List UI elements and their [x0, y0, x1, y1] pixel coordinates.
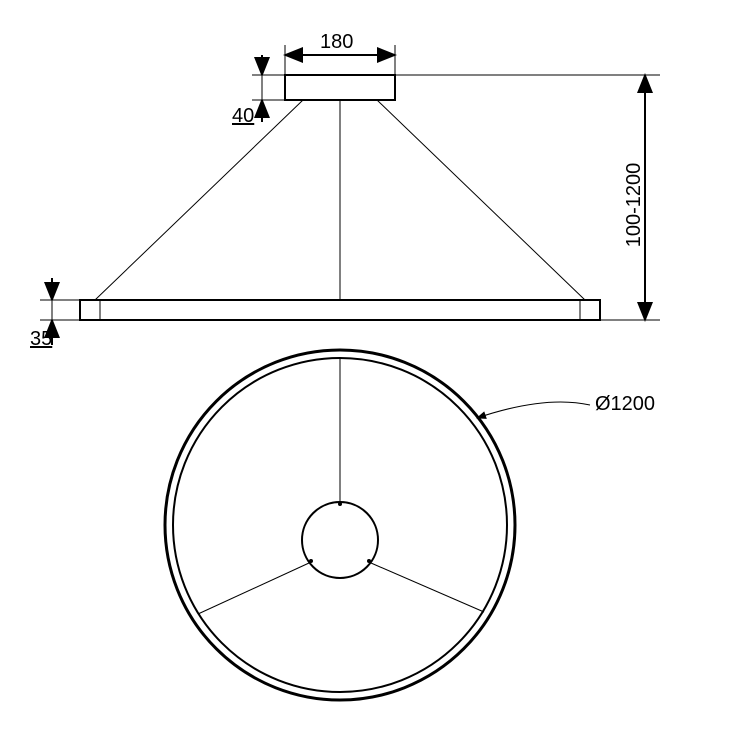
- plan-view: Ø1200: [165, 350, 655, 700]
- wire-left: [95, 100, 303, 300]
- front-elevation: 180 40 35 100-1200: [30, 31, 660, 350]
- dim-label-height: 100-1200: [623, 163, 645, 248]
- dim-overall-height: 100-1200: [395, 75, 660, 320]
- wire-right: [377, 100, 585, 300]
- technical-drawing: 180 40 35 100-1200: [0, 0, 750, 750]
- dim-label-180: 180: [320, 31, 353, 53]
- spoke-left: [198, 563, 309, 614]
- dim-canopy-width: 180: [285, 31, 395, 75]
- dim-label-35: 35: [30, 328, 52, 350]
- hub: [302, 502, 378, 578]
- dim-canopy-height: 40: [232, 55, 285, 127]
- dim-diameter: Ø1200: [477, 393, 655, 418]
- dim-ring-thickness: 35: [30, 278, 80, 350]
- spoke-right: [371, 563, 484, 612]
- ring-bar: [80, 300, 600, 320]
- dim-label-40: 40: [232, 105, 254, 127]
- dim-label-diameter: Ø1200: [595, 393, 655, 415]
- canopy: [285, 75, 395, 100]
